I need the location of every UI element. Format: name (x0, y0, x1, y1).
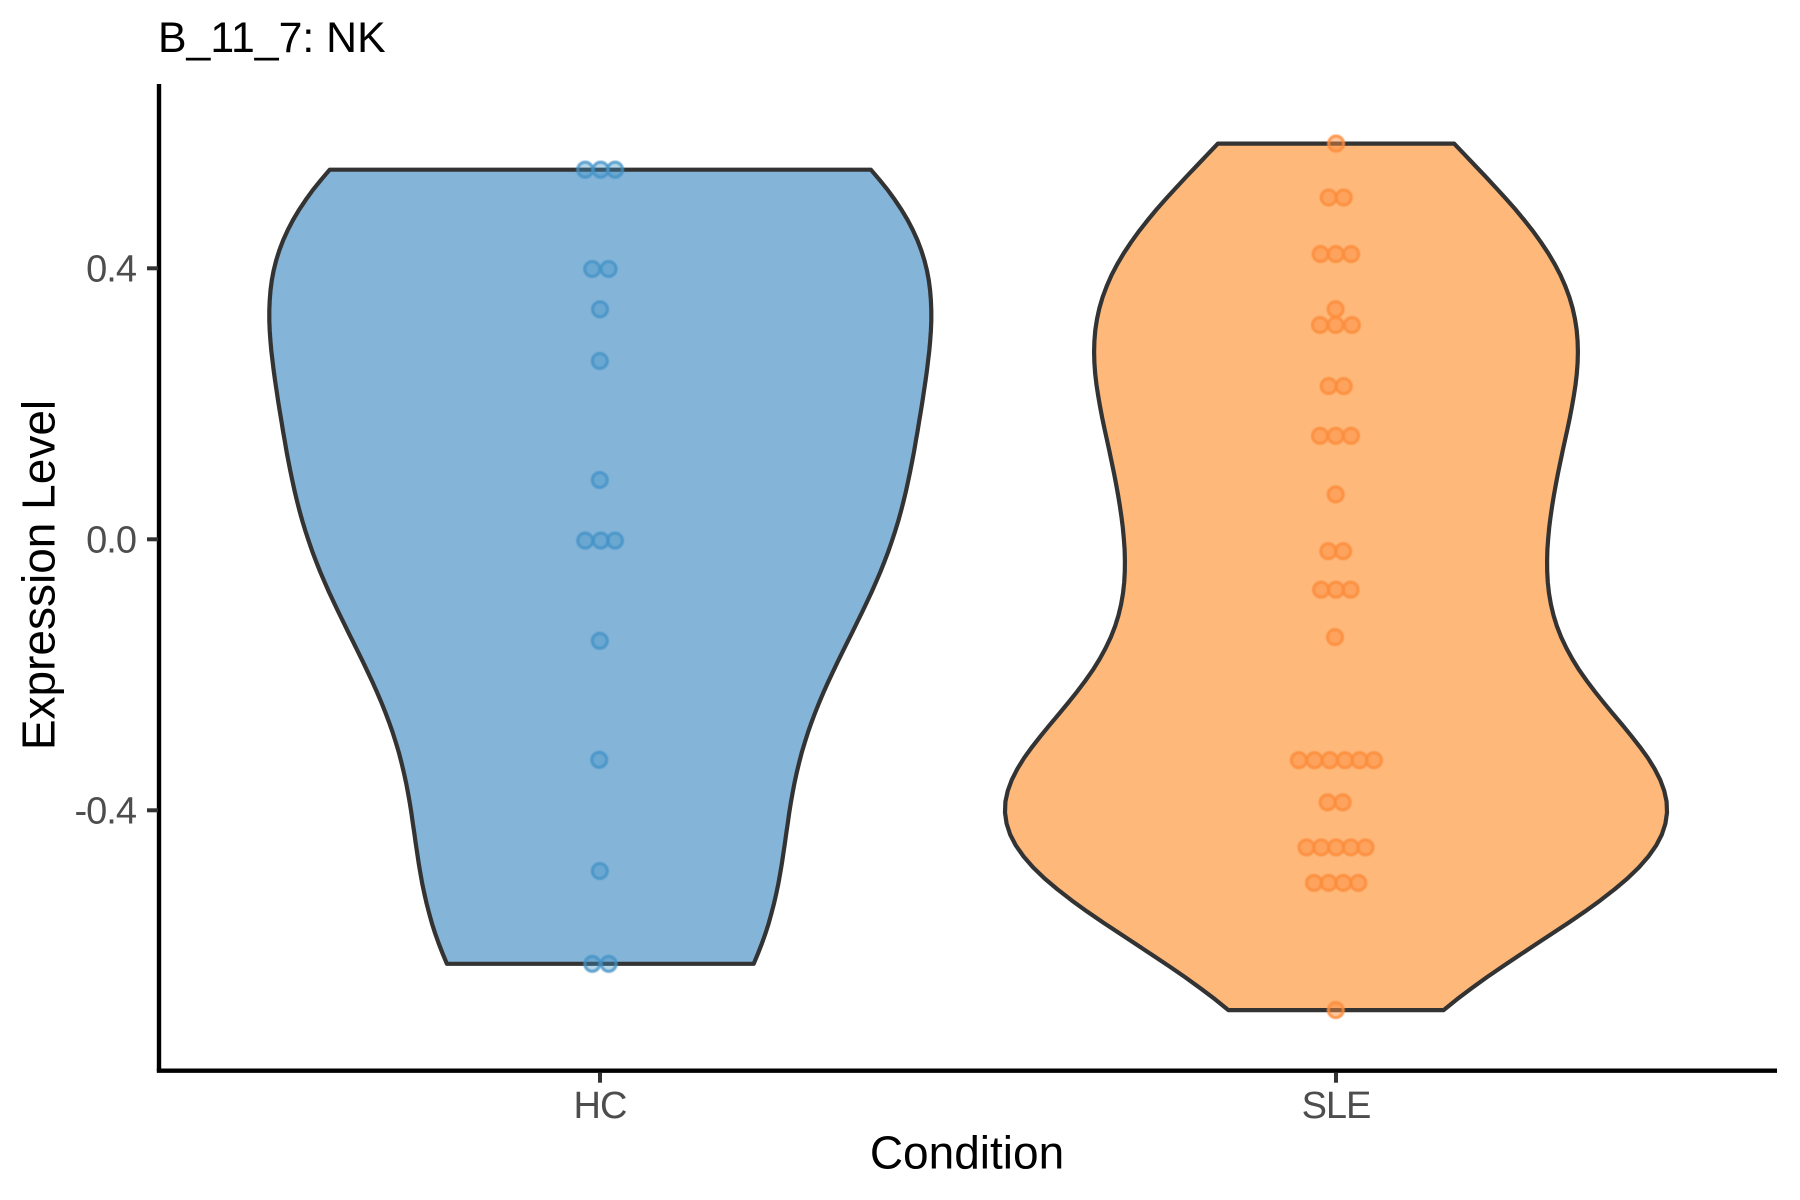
svg-text:SLE: SLE (1302, 1085, 1371, 1127)
svg-text:HC: HC (574, 1085, 627, 1127)
svg-text:B_11_7: NK: B_11_7: NK (158, 14, 386, 62)
svg-text:0.4: 0.4 (86, 249, 137, 291)
svg-text:Expression Level: Expression Level (13, 400, 65, 750)
svg-text:Condition: Condition (870, 1126, 1064, 1178)
svg-text:-0.4: -0.4 (75, 791, 137, 833)
svg-text:0.0: 0.0 (86, 520, 136, 562)
